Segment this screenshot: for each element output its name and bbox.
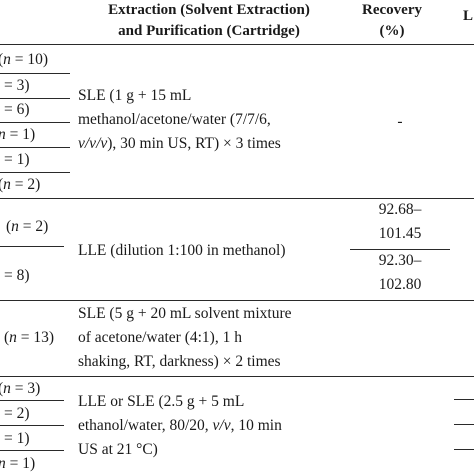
group2-method: LLE (dilution 1:100 in methanol) — [78, 242, 286, 259]
group4-rule-1 — [0, 400, 64, 401]
group4-n-3: = 1) — [4, 430, 30, 447]
group4-method: LLE or SLE (2.5 g + 5 mL ethanol/water, … — [78, 390, 282, 462]
group1-recovery: - — [397, 113, 403, 130]
group4-method-line1: LLE or SLE (2.5 g + 5 mL — [78, 393, 245, 410]
group4-rule-3 — [0, 450, 64, 451]
group3-method-line1: SLE (5 g + 20 mL solvent mixture — [78, 305, 292, 322]
group1-n-1: (n = 10) — [0, 51, 49, 68]
group1-method: SLE (1 g + 15 mL methanol/acetone/water … — [78, 84, 281, 156]
group1-rule-3 — [0, 122, 70, 123]
group2-n-1: (n = 2) — [6, 218, 49, 235]
group4-method-line3: US at 21 °C) — [78, 441, 158, 458]
header-recovery: Recovery (%) — [350, 0, 434, 42]
group1-rule-2 — [0, 98, 70, 99]
group4-n-4: n = 1) — [0, 455, 36, 472]
group3-bottom-rule — [0, 376, 474, 377]
group1-method-line3: v/v/v), 30 min US, RT) × 3 times — [78, 135, 281, 152]
group1-rule-1 — [0, 73, 70, 74]
header-last-column: L — [462, 8, 473, 24]
group2-recovery-a: 92.68– 101.45 — [350, 198, 450, 246]
header-recovery-line1: Recovery — [362, 2, 422, 18]
header-extraction-line1: Extraction (Solvent Extraction) — [108, 2, 310, 18]
group1-n-3: = 6) — [4, 101, 30, 118]
header-extraction-line2: and Purification (Cartridge) — [118, 23, 300, 39]
group4-rule-2 — [0, 425, 64, 426]
group3-method: SLE (5 g + 20 mL solvent mixture of acet… — [78, 302, 292, 374]
last-col-rule-3 — [454, 449, 474, 450]
group2-recovery-a-line1: 92.68– — [378, 201, 422, 218]
group1-method-line1: SLE (1 g + 15 mL — [78, 87, 192, 104]
group3-method-line2: of acetone/water (4:1), 1 h — [78, 329, 242, 346]
group1-n-5: = 1) — [4, 151, 30, 168]
group2-recovery-rule — [350, 249, 450, 250]
group2-recovery-b: 92.30– 102.80 — [350, 249, 450, 297]
group1-n-4: n = 1) — [0, 126, 36, 143]
group1-method-line2: methanol/acetone/water (7/7/6, — [78, 111, 271, 128]
last-col-rule-1 — [454, 399, 474, 400]
group4-n-2: = 2) — [4, 405, 30, 422]
group1-n-6: (n = 2) — [0, 176, 41, 193]
group3-method-line3: shaking, RT, darkness) × 2 times — [78, 353, 281, 370]
group2-bottom-rule — [0, 300, 474, 301]
group2-recovery-a-line2: 101.45 — [378, 225, 422, 242]
group2-n-2: = 8) — [4, 267, 30, 284]
group3-n: (n = 13) — [4, 329, 55, 346]
header-recovery-line2: (%) — [379, 23, 405, 39]
group1-rule-4 — [0, 147, 70, 148]
group2-rule-1 — [0, 246, 64, 247]
group4-n-1: (n = 3) — [0, 380, 41, 397]
group1-bottom-rule — [0, 198, 474, 199]
group2-recovery-b-line1: 92.30– — [378, 252, 422, 269]
group4-method-line2: ethanol/water, 80/20, v/v, 10 min — [78, 417, 282, 434]
group2-recovery-b-line2: 102.80 — [378, 276, 422, 293]
header-extraction: Extraction (Solvent Extraction) and Puri… — [78, 0, 340, 42]
group1-n-2: = 3) — [4, 77, 30, 94]
header-rule — [0, 44, 474, 45]
group1-rule-5 — [0, 172, 70, 173]
last-col-rule-2 — [454, 424, 474, 425]
